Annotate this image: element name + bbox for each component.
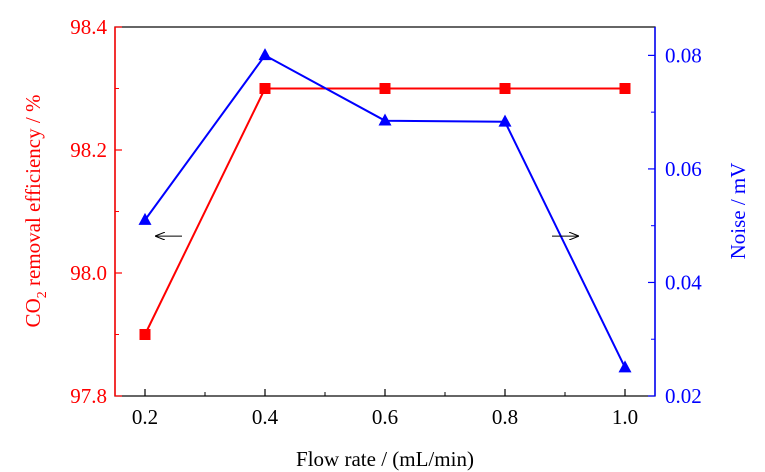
- noise-point: [378, 113, 392, 126]
- left-axis-ticks: 97.8 98.0 98.2 98.4: [70, 15, 122, 408]
- right-axis-ticks: 0.02 0.04 0.06 0.08: [648, 43, 702, 408]
- x-tick-label: 0.4: [252, 405, 279, 429]
- x-axis-ticks: 0.2 0.4 0.6 0.8 1.0: [132, 389, 638, 429]
- noise-point: [258, 48, 272, 61]
- series-noise: [138, 48, 632, 373]
- left-tick-label: 98.0: [70, 261, 107, 285]
- noise-point: [618, 360, 632, 373]
- left-tick-label: 98.4: [70, 15, 107, 39]
- left-axis-title-subscript: 2: [35, 291, 50, 298]
- x-tick-label: 0.6: [372, 405, 398, 429]
- co2-efficiency-point: [259, 83, 271, 94]
- x-axis-title: Flow rate / (mL/min): [296, 447, 474, 471]
- right-axis-title: Noise / mV: [726, 163, 750, 260]
- x-tick-label: 0.8: [492, 405, 518, 429]
- left-axis-title-suffix: removal efficiency / %: [21, 95, 45, 292]
- co2-efficiency-point: [499, 83, 511, 94]
- x-tick-label: 0.2: [132, 405, 158, 429]
- right-tick-label: 0.08: [665, 43, 702, 67]
- co2-efficiency-point: [379, 83, 391, 94]
- plot-frame: [114, 26, 656, 397]
- left-tick-label: 97.8: [70, 384, 107, 408]
- right-tick-label: 0.06: [665, 157, 702, 181]
- co2-efficiency-point: [139, 329, 151, 340]
- right-tick-label: 0.04: [665, 270, 702, 294]
- right-tick-label: 0.02: [665, 384, 702, 408]
- left-axis-title-prefix: CO: [21, 298, 45, 327]
- series-co2-efficiency: [139, 83, 631, 340]
- noise-point: [138, 212, 152, 225]
- noise-line: [144, 54, 626, 369]
- co2-efficiency-point: [619, 83, 631, 94]
- noise-point: [498, 114, 512, 127]
- x-tick-label: 1.0: [612, 405, 638, 429]
- left-tick-label: 98.2: [70, 138, 107, 162]
- left-axis-title: CO2 removal efficiency / %: [21, 95, 50, 328]
